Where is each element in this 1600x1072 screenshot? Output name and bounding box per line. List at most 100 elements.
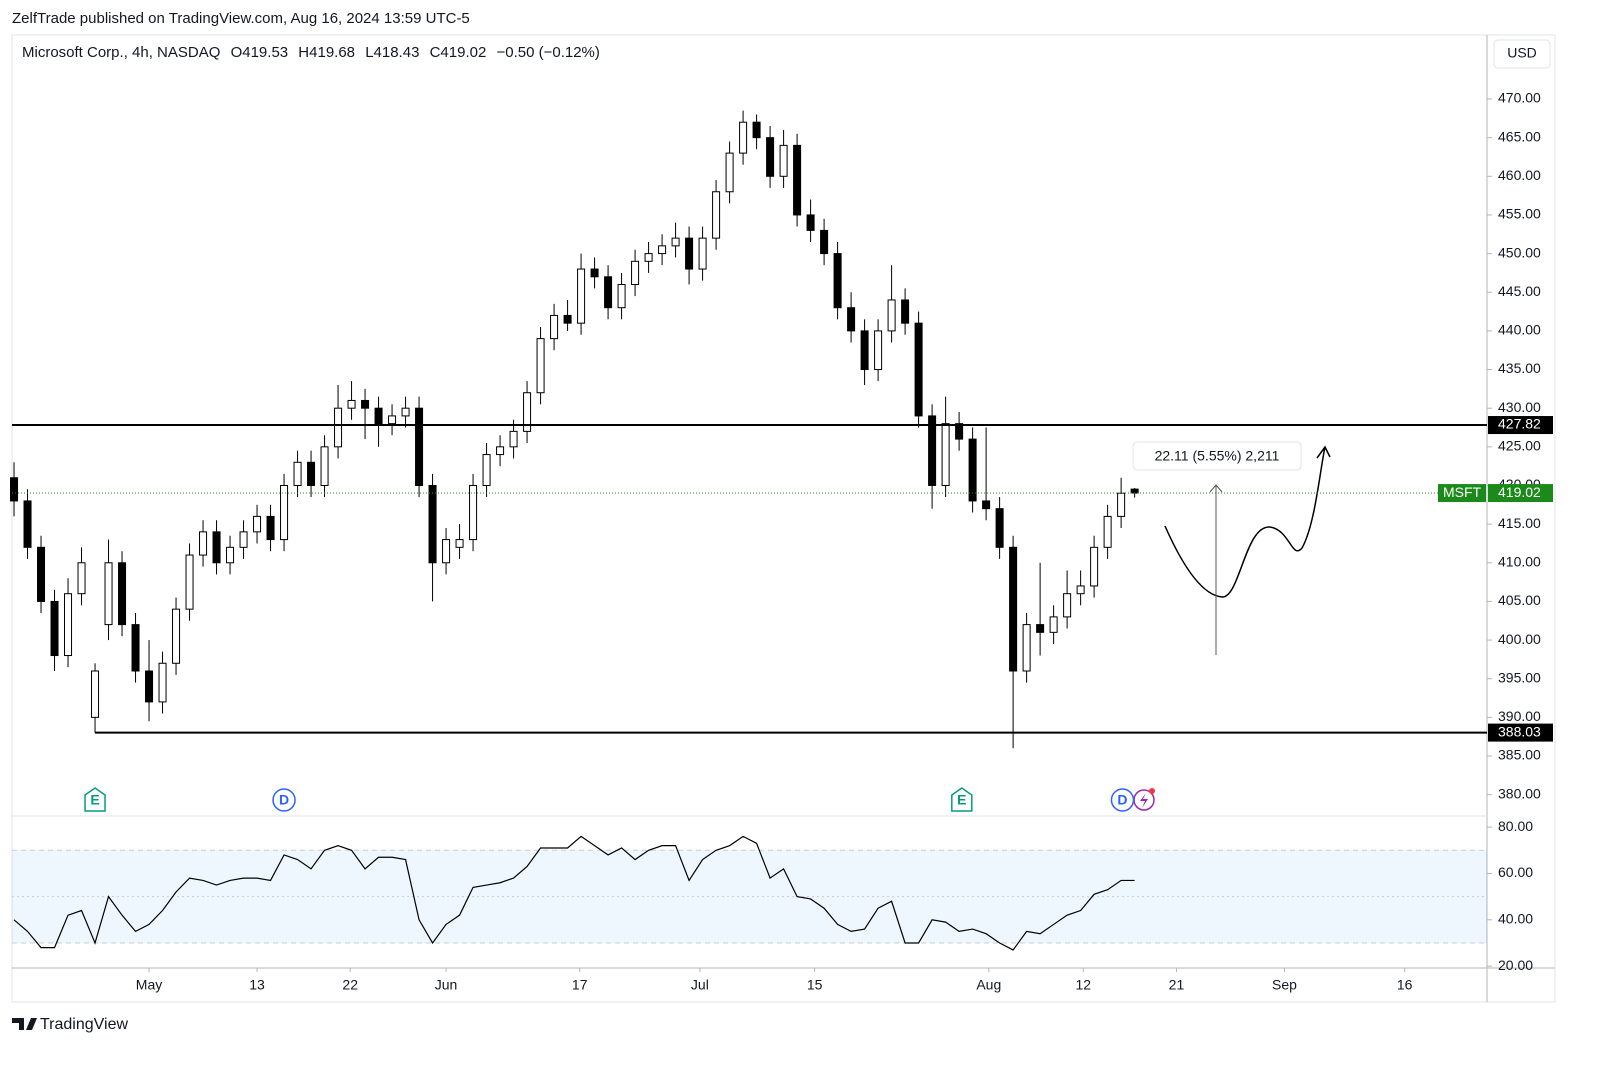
measure-box (1132, 441, 1302, 471)
rsi-tick-label: 40.00 (1498, 911, 1533, 927)
lightning-icon[interactable] (1133, 788, 1155, 811)
candle-body (847, 307, 856, 332)
candle-body (415, 407, 424, 486)
candle-body (820, 229, 829, 255)
candle-body (23, 500, 32, 548)
candle-body (50, 600, 59, 657)
candle-body (239, 531, 248, 548)
drawn-path[interactable] (1164, 445, 1331, 598)
y-tick-label: 445.00 (1498, 283, 1541, 299)
y-tick-label: 415.00 (1498, 515, 1541, 531)
symbol-box (1438, 484, 1486, 503)
candle-body (1076, 585, 1085, 595)
x-tick-label: Jul (691, 977, 709, 993)
x-tick-label: Sep (1272, 977, 1297, 993)
candle-body (388, 415, 397, 425)
candle-body (280, 484, 289, 541)
event-icon (272, 788, 296, 812)
x-tick-label: Aug (976, 977, 1001, 993)
candle-body (1049, 616, 1058, 633)
event-icon (951, 787, 973, 812)
candle-body (590, 268, 599, 278)
candle-body (860, 330, 869, 371)
currency-box[interactable] (1493, 39, 1551, 69)
candle-body (887, 299, 896, 332)
candle-body (806, 214, 815, 231)
header: ZelfTrade published on TradingView.com, … (12, 10, 470, 27)
candle-body (145, 670, 154, 703)
x-tick-label: 22 (342, 977, 358, 993)
measure-arrow (1209, 484, 1223, 493)
candle-body (536, 338, 545, 394)
symbol-label: MSFT (1443, 484, 1482, 500)
candle-body (955, 423, 964, 440)
candle-body (928, 415, 937, 486)
legend-name: Microsoft Corp., 4h, NASDAQ (22, 44, 220, 61)
price-tag-box (1488, 484, 1553, 503)
y-tick-label: 440.00 (1498, 322, 1541, 338)
candle-body (698, 237, 707, 270)
x-tick-label: May (136, 977, 162, 993)
legend-change: −0.50 (−0.12%) (496, 44, 599, 61)
candle-body (712, 191, 721, 239)
candle-body (631, 260, 640, 286)
y-tick-label: 395.00 (1498, 669, 1541, 685)
candle-body (509, 430, 518, 448)
price-tag-label: 419.02 (1498, 484, 1541, 500)
price-tag-box (1488, 723, 1553, 742)
x-tick-label: 15 (807, 977, 823, 993)
candle-body (253, 515, 262, 533)
candle-body (482, 454, 491, 486)
candle-body (266, 515, 275, 541)
candle-body (37, 546, 46, 602)
candle-body (64, 593, 73, 657)
x-tick-label: 17 (572, 977, 588, 993)
candle-body (199, 531, 208, 556)
x-tick-label: Jun (435, 977, 458, 993)
event-label: E (957, 792, 966, 808)
legend-close: C419.02 (430, 44, 487, 61)
candle-body (361, 399, 370, 409)
candle-body (428, 484, 437, 564)
candle-body (212, 531, 221, 564)
candle-body (793, 144, 802, 216)
candle-body (293, 461, 302, 486)
candle-body (577, 268, 586, 324)
candle-body (968, 438, 977, 502)
candle-body (914, 322, 923, 417)
y-tick-label: 435.00 (1498, 360, 1541, 376)
candle-body (307, 461, 316, 486)
frame (11, 34, 1556, 1003)
y-tick-label: 390.00 (1498, 708, 1541, 724)
candle-body (1117, 492, 1126, 517)
candle-body (1130, 488, 1139, 494)
candle-body (455, 539, 464, 548)
rsi-tick-label: 20.00 (1498, 957, 1533, 973)
measure-label: 22.11 (5.55%) 2,211 (1155, 448, 1280, 464)
candle-body (523, 392, 532, 432)
candle-body (401, 407, 410, 417)
legend-high: H419.68 (298, 44, 355, 61)
candle-body (118, 562, 127, 626)
candle-body (671, 237, 680, 247)
x-tick-label: 13 (249, 977, 265, 993)
currency: USD (1507, 45, 1537, 61)
candle-body (604, 276, 613, 309)
candle-body (226, 546, 235, 564)
price-tag-label: 427.82 (1498, 416, 1541, 432)
candle-body (1103, 515, 1112, 548)
candle-body (320, 446, 329, 486)
candle-body (158, 662, 167, 703)
legend-open: O419.53 (231, 44, 289, 61)
candle-body (725, 152, 734, 193)
x-tick-label: 16 (1397, 977, 1413, 993)
rsi-tick-label: 80.00 (1498, 818, 1533, 834)
candle-body (1090, 546, 1099, 587)
tv-logo (12, 1018, 37, 1030)
candle-body (10, 477, 19, 502)
rsi-tick-label: 60.00 (1498, 864, 1533, 880)
price-tag-label: 388.03 (1498, 723, 1541, 739)
candle-body (982, 500, 991, 510)
candle-body (874, 330, 883, 371)
candle-body (334, 407, 343, 448)
